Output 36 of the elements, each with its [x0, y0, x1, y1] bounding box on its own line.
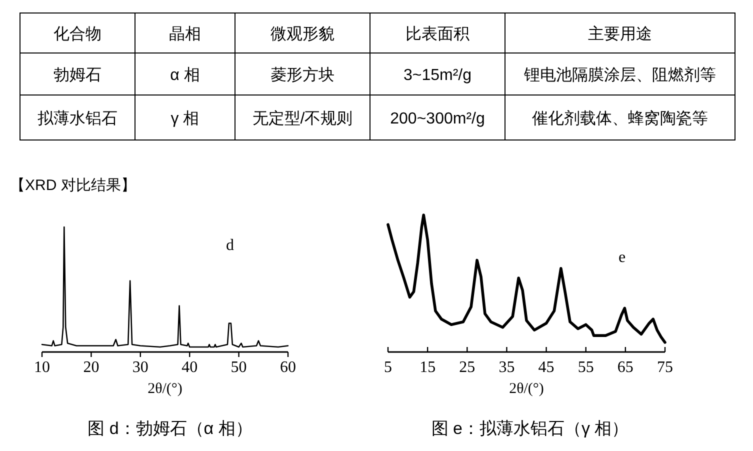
annotation: d [226, 237, 234, 254]
x-tick-label: 75 [657, 359, 673, 376]
x-tick-label: 65 [617, 359, 634, 376]
x-tick-label: 5 [384, 359, 392, 376]
text: 拟薄水铝石 [38, 110, 118, 128]
text: 化合物 [54, 25, 102, 43]
x-tick-label: 15 [420, 359, 436, 376]
x-tick-label: 20 [83, 359, 100, 376]
x-axis-title: 2θ/(°) [509, 381, 544, 397]
text: 主要用途 [588, 25, 652, 43]
text: 锂电池隔膜涂层、阻燃剂等 [523, 66, 716, 84]
x-tick-label: 45 [538, 359, 554, 376]
text: 勃姆石 [54, 67, 102, 84]
text: 图 d：勃姆石（α 相） [88, 419, 252, 438]
text: 200~300m²/g [390, 110, 485, 128]
text: 比表面积 [406, 25, 470, 43]
x-tick-label: 35 [498, 359, 515, 376]
text: 催化剂载体、蜂窝陶瓷等 [532, 110, 708, 128]
x-tick-label: 25 [459, 359, 476, 376]
x-tick-label: 10 [34, 359, 50, 376]
text: 无定型/不规则 [252, 110, 353, 128]
annotation: e [618, 249, 626, 266]
text: γ 相 [170, 110, 200, 128]
text: 菱形方块 [270, 66, 334, 84]
text: 图 e：拟薄水铝石（γ 相） [431, 419, 629, 438]
x-tick-label: 55 [578, 359, 594, 376]
text: 晶相 [169, 25, 201, 43]
x-tick-label: 50 [230, 359, 247, 376]
x-tick-label: 40 [182, 359, 198, 376]
x-tick-label: 60 [280, 359, 296, 376]
text: α 相 [170, 66, 200, 84]
text: 微观形貌 [270, 26, 334, 43]
text: 【XRD 对比结果】 [10, 177, 136, 194]
x-tick-label: 30 [132, 359, 148, 376]
x-axis-title: 2θ/(°) [148, 381, 182, 397]
text: 3~15m²/g [403, 67, 472, 84]
